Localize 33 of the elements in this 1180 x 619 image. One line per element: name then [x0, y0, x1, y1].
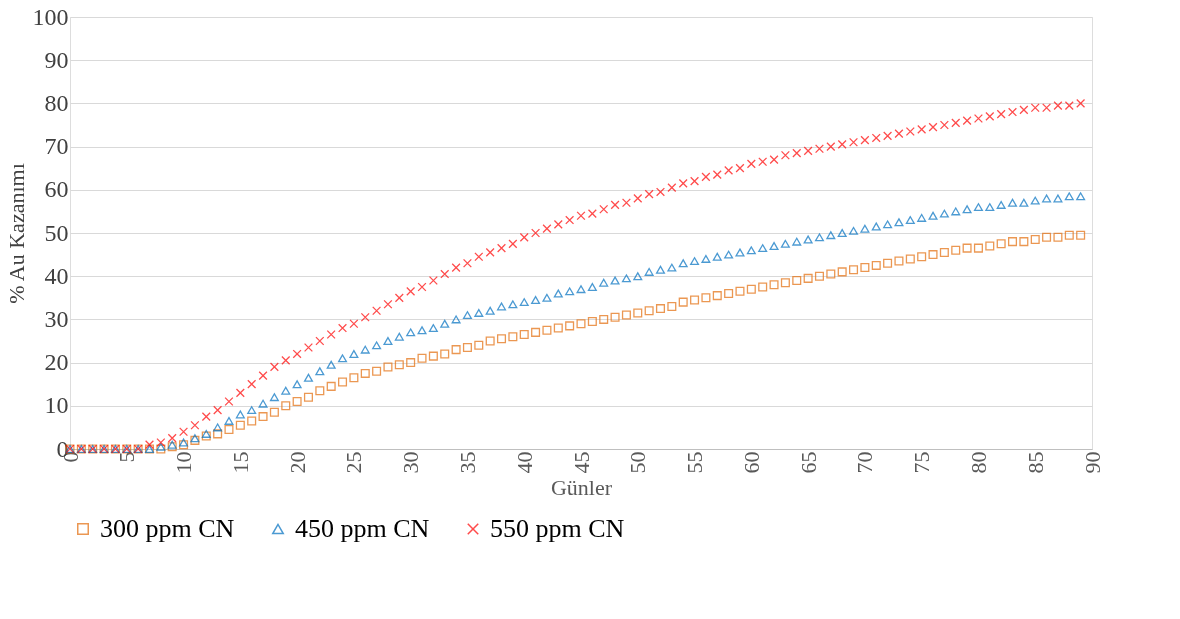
x-tick-label: 30 — [398, 451, 424, 474]
x-tick-label: 35 — [454, 451, 480, 474]
x-tick-label: 10 — [171, 451, 197, 474]
y-tick-label: 60 — [44, 176, 69, 203]
x-tick-label: 60 — [738, 451, 764, 474]
y-axis-title: % Au Kazanımı — [3, 163, 29, 304]
x-tick-label: 15 — [227, 451, 253, 474]
y-tick-label: 10 — [44, 392, 69, 419]
x-tick-label: 20 — [284, 451, 310, 474]
legend-label: 450 ppm CN — [295, 514, 430, 543]
x-tick-label: 65 — [795, 451, 821, 474]
y-tick-label: 70 — [44, 133, 69, 160]
y-tick-label: 100 — [32, 3, 69, 30]
x-axis-title: Günler — [550, 474, 613, 500]
x-tick-label: 40 — [511, 451, 537, 474]
x-tick-label: 5 — [114, 451, 140, 463]
x-tick-label: 90 — [1079, 451, 1105, 474]
x-tick-label: 45 — [568, 451, 594, 474]
legend-label: 300 ppm CN — [100, 514, 235, 543]
y-tick-label: 50 — [44, 219, 69, 246]
x-tick-label: 70 — [852, 451, 878, 474]
x-tick-label: 25 — [341, 451, 367, 474]
x-tick-label: 55 — [682, 451, 708, 474]
y-tick-label: 90 — [44, 46, 69, 73]
x-tick-label: 75 — [909, 451, 935, 474]
x-tick-label: 50 — [625, 451, 651, 474]
legend-label: 550 ppm CN — [490, 514, 625, 543]
x-tick-label: 85 — [1022, 451, 1048, 474]
x-tick-label: 80 — [965, 451, 991, 474]
y-tick-label: 30 — [44, 305, 69, 332]
y-tick-label: 80 — [44, 89, 69, 116]
y-tick-label: 20 — [44, 349, 69, 376]
y-tick-label: 40 — [44, 262, 69, 289]
